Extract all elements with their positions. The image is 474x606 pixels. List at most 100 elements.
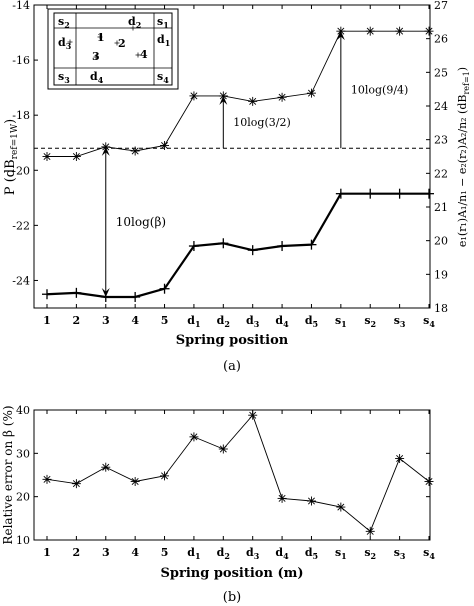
inset-marker bbox=[135, 52, 141, 58]
series-line-1 bbox=[46, 192, 429, 299]
chart-a-x-label: Spring position bbox=[176, 333, 289, 348]
data-point bbox=[395, 454, 405, 464]
chart-a-caption: (a) bbox=[223, 359, 241, 374]
data-point bbox=[277, 493, 287, 503]
arrow-head bbox=[101, 287, 110, 297]
chart-a-y-axis: -24 -22 -20 -18 -16 -14 bbox=[12, 0, 38, 287]
data-point bbox=[101, 462, 111, 472]
data-point bbox=[306, 88, 316, 98]
data-point bbox=[247, 245, 258, 256]
chart-a-frame bbox=[33, 4, 431, 309]
chart-a-inset: s2d2s1d312d134s3d4s4 bbox=[47, 8, 179, 90]
y2-tick-label: 25 bbox=[434, 66, 448, 79]
chart-a-y-label: P (dBref=1W) bbox=[3, 119, 20, 195]
y-tick-label: -22 bbox=[12, 219, 30, 232]
y-tick-label: -16 bbox=[12, 54, 30, 67]
data-point bbox=[188, 241, 199, 252]
x-tick-label: 2 bbox=[73, 314, 81, 327]
x-tick-label: s1 bbox=[335, 546, 347, 561]
inset-label: 2 bbox=[118, 37, 126, 50]
x-tick-label: s3 bbox=[394, 314, 406, 329]
inset-marker bbox=[97, 34, 103, 40]
x-tick-label: 4 bbox=[131, 546, 139, 559]
inset-label: 4 bbox=[140, 48, 148, 61]
data-point bbox=[218, 444, 228, 454]
chart-a-series bbox=[42, 26, 434, 302]
x-tick-label: s1 bbox=[335, 314, 347, 329]
x-tick-label: 1 bbox=[43, 314, 51, 327]
y-tick-label: -14 bbox=[12, 0, 30, 12]
x-tick-label: 2 bbox=[73, 546, 81, 559]
chart-a-annotations: 10log(β) 10log(3/2) 10log(9/4) bbox=[101, 31, 408, 297]
chart-b-x-axis: 1 2 3 4 5 d1 d2 d3 d4 d5 s1 s2 s3 s4 bbox=[43, 410, 435, 561]
chart-b-series bbox=[42, 410, 434, 536]
data-point bbox=[277, 241, 288, 252]
data-point bbox=[189, 91, 199, 101]
data-point bbox=[394, 188, 405, 199]
data-point bbox=[248, 96, 258, 106]
x-tick-label: 5 bbox=[161, 546, 169, 559]
data-point bbox=[395, 26, 405, 36]
y-tick-label: 30 bbox=[16, 447, 30, 460]
y2-tick-label: 21 bbox=[434, 201, 448, 214]
x-tick-label: s2 bbox=[364, 546, 376, 561]
data-point bbox=[42, 474, 52, 484]
data-point bbox=[42, 289, 52, 300]
chart-b-y-label: Relative error on β (%) bbox=[1, 405, 15, 544]
y2-tick-label: 24 bbox=[434, 100, 448, 113]
inset-marker bbox=[130, 25, 136, 31]
y2-tick-label: 19 bbox=[434, 268, 448, 281]
y2-tick-label: 22 bbox=[434, 167, 448, 180]
y-tick-label: 20 bbox=[16, 491, 30, 504]
data-point bbox=[160, 471, 170, 481]
data-point bbox=[365, 26, 375, 36]
y-tick-label: -18 bbox=[12, 109, 30, 122]
y2-tick-label: 27 bbox=[434, 0, 448, 12]
data-point bbox=[71, 152, 81, 161]
y2-tick-label: 26 bbox=[434, 33, 448, 46]
data-point bbox=[218, 238, 229, 249]
series-line-0 bbox=[47, 30, 429, 157]
data-point bbox=[336, 502, 346, 512]
inset-marker bbox=[67, 39, 73, 45]
x-tick-label: d3 bbox=[246, 546, 260, 561]
x-tick-label: 1 bbox=[43, 546, 51, 559]
series-line-0 bbox=[46, 414, 430, 533]
data-point bbox=[365, 188, 376, 199]
chart-b-x-label: Spring position (m) bbox=[161, 566, 304, 581]
y-tick-label: 40 bbox=[16, 404, 30, 417]
inset-label: 1 bbox=[97, 31, 105, 44]
annotation-label: 10log(3/2) bbox=[233, 116, 290, 129]
data-point bbox=[160, 140, 170, 150]
y-tick-label: -20 bbox=[12, 164, 30, 177]
x-tick-label: d4 bbox=[275, 546, 289, 561]
data-point bbox=[130, 146, 140, 156]
x-tick-label: 3 bbox=[102, 314, 110, 327]
x-tick-label: d5 bbox=[305, 314, 318, 329]
data-point bbox=[335, 188, 346, 199]
x-tick-label: d1 bbox=[187, 314, 200, 329]
x-tick-label: 3 bbox=[102, 546, 110, 559]
data-point bbox=[277, 92, 287, 102]
inset-label: s2 bbox=[58, 15, 70, 30]
chart-a-x-axis: 1 2 3 4 5 d1 d2 d3 d4 d5 s1 s2 s3 s4 bbox=[43, 5, 435, 329]
data-point bbox=[71, 479, 81, 489]
x-tick-label: s3 bbox=[394, 546, 406, 561]
y-tick-label: 10 bbox=[16, 534, 30, 547]
x-tick-label: d5 bbox=[305, 546, 318, 561]
chart-a-y2-label: e₁(r₁)A₁/n₁ − e₂(r₂)A₂/n₂ (dBref=1) bbox=[456, 67, 471, 247]
inset-label: s1 bbox=[157, 15, 169, 30]
chart-b-y-axis: 10 20 30 40 bbox=[16, 404, 430, 547]
x-tick-label: 5 bbox=[161, 314, 169, 327]
arrow-head bbox=[219, 95, 228, 105]
data-point bbox=[130, 477, 140, 486]
y2-tick-label: 20 bbox=[434, 235, 448, 248]
arrow-head bbox=[101, 146, 110, 156]
x-tick-label: s4 bbox=[423, 546, 435, 561]
arrow-head bbox=[336, 31, 345, 41]
data-point bbox=[306, 239, 317, 250]
data-point bbox=[159, 283, 170, 294]
chart-b-frame bbox=[33, 409, 431, 541]
x-tick-label: d1 bbox=[187, 546, 200, 561]
